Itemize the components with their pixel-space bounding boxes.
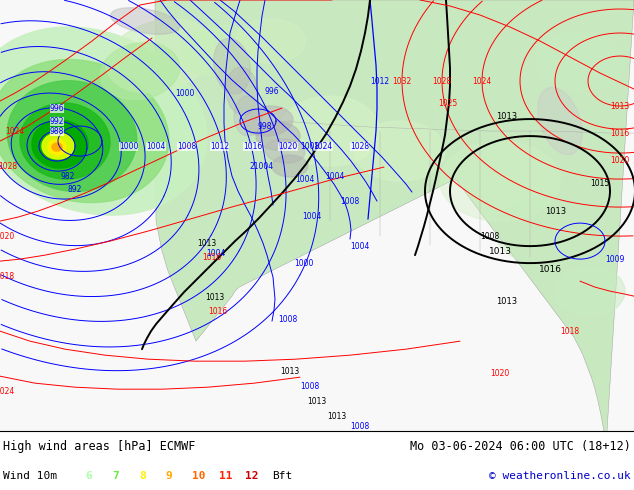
Text: 1008: 1008 <box>177 142 197 150</box>
Polygon shape <box>155 0 634 431</box>
Text: 1018: 1018 <box>0 271 15 281</box>
Text: 1020: 1020 <box>490 368 510 378</box>
Polygon shape <box>235 19 305 63</box>
Text: Wind 10m: Wind 10m <box>3 471 57 481</box>
Text: 992: 992 <box>49 117 64 125</box>
Text: 10: 10 <box>192 471 205 481</box>
Text: 1004: 1004 <box>302 212 321 220</box>
Text: 1004: 1004 <box>325 172 345 181</box>
Polygon shape <box>0 27 207 215</box>
Polygon shape <box>48 139 66 155</box>
Text: 1028: 1028 <box>350 142 369 150</box>
Text: 1018: 1018 <box>560 327 579 336</box>
Text: 21004: 21004 <box>250 162 274 171</box>
Polygon shape <box>280 96 380 166</box>
Text: 998: 998 <box>258 122 272 130</box>
Text: 1013: 1013 <box>280 367 300 376</box>
Text: 1024: 1024 <box>314 142 333 150</box>
Polygon shape <box>243 106 293 136</box>
Text: 1028: 1028 <box>0 162 18 171</box>
Text: 1004: 1004 <box>295 174 314 184</box>
Text: 892: 892 <box>68 185 82 194</box>
Polygon shape <box>355 121 445 181</box>
Text: High wind areas [hPa] ECMWF: High wind areas [hPa] ECMWF <box>3 440 195 453</box>
Text: © weatheronline.co.uk: © weatheronline.co.uk <box>489 471 631 481</box>
Text: 1013: 1013 <box>197 239 217 247</box>
Text: 6: 6 <box>86 471 93 481</box>
Polygon shape <box>256 122 300 150</box>
Text: 1013: 1013 <box>496 112 517 121</box>
Polygon shape <box>20 103 110 179</box>
Text: 1008: 1008 <box>340 196 359 206</box>
Text: 1004: 1004 <box>146 142 165 150</box>
Text: 1013: 1013 <box>489 246 512 256</box>
Text: Mo 03-06-2024 06:00 UTC (18+12): Mo 03-06-2024 06:00 UTC (18+12) <box>410 440 631 453</box>
Polygon shape <box>100 43 179 99</box>
Text: 1000: 1000 <box>119 142 138 150</box>
Text: 996: 996 <box>49 103 64 113</box>
Text: 1012: 1012 <box>370 76 389 86</box>
Polygon shape <box>42 133 74 159</box>
Text: 7: 7 <box>112 471 119 481</box>
Text: 9: 9 <box>165 471 172 481</box>
Text: 1020: 1020 <box>278 142 297 150</box>
Text: 1009: 1009 <box>605 255 624 264</box>
Text: 1025: 1025 <box>438 98 458 107</box>
Polygon shape <box>110 8 179 34</box>
Text: 1008: 1008 <box>481 232 500 241</box>
Text: 1004: 1004 <box>206 248 226 258</box>
Polygon shape <box>535 31 625 91</box>
Text: 1013: 1013 <box>496 296 517 306</box>
Text: 1032: 1032 <box>392 76 411 86</box>
Text: 1012: 1012 <box>210 142 230 150</box>
Text: 1008: 1008 <box>278 315 297 324</box>
Polygon shape <box>214 38 250 94</box>
Text: 11: 11 <box>219 471 232 481</box>
Text: 996: 996 <box>264 87 280 96</box>
Text: 8: 8 <box>139 471 146 481</box>
Text: 1016: 1016 <box>202 253 222 262</box>
Polygon shape <box>52 143 62 151</box>
Polygon shape <box>272 155 308 177</box>
Polygon shape <box>234 96 262 136</box>
Text: 1008: 1008 <box>351 422 370 431</box>
Text: 1000: 1000 <box>176 89 195 98</box>
Text: 1016: 1016 <box>243 142 262 150</box>
Polygon shape <box>555 266 625 316</box>
Text: 1020: 1020 <box>611 156 630 165</box>
Text: 1013: 1013 <box>307 397 327 406</box>
Text: 1016: 1016 <box>611 129 630 138</box>
Polygon shape <box>265 139 305 163</box>
Text: 1004: 1004 <box>351 242 370 250</box>
Text: 988: 988 <box>50 126 64 136</box>
Polygon shape <box>180 26 260 76</box>
Text: 1016: 1016 <box>538 265 562 273</box>
Text: 1024: 1024 <box>472 76 491 86</box>
Text: 1016: 1016 <box>209 307 228 316</box>
Polygon shape <box>440 141 560 221</box>
Text: Bft: Bft <box>272 471 292 481</box>
Text: 1015: 1015 <box>590 178 610 188</box>
Text: 12: 12 <box>245 471 259 481</box>
Text: 1000: 1000 <box>294 259 314 268</box>
Text: 1013: 1013 <box>205 293 224 302</box>
Text: 1024: 1024 <box>5 126 25 136</box>
Polygon shape <box>7 81 137 192</box>
Polygon shape <box>226 67 258 115</box>
Text: 982: 982 <box>61 172 75 181</box>
Text: 1013: 1013 <box>327 412 347 421</box>
Polygon shape <box>32 120 88 168</box>
Polygon shape <box>495 196 605 266</box>
Text: 1024: 1024 <box>0 387 15 396</box>
Polygon shape <box>538 87 582 155</box>
Text: 1028: 1028 <box>432 76 451 86</box>
Polygon shape <box>0 59 169 202</box>
Text: 1020: 1020 <box>0 232 15 241</box>
Text: 1008: 1008 <box>301 142 320 150</box>
Text: 1013: 1013 <box>611 101 630 111</box>
Text: 1013: 1013 <box>545 207 567 216</box>
Text: 1008: 1008 <box>301 382 320 391</box>
Polygon shape <box>106 19 214 93</box>
